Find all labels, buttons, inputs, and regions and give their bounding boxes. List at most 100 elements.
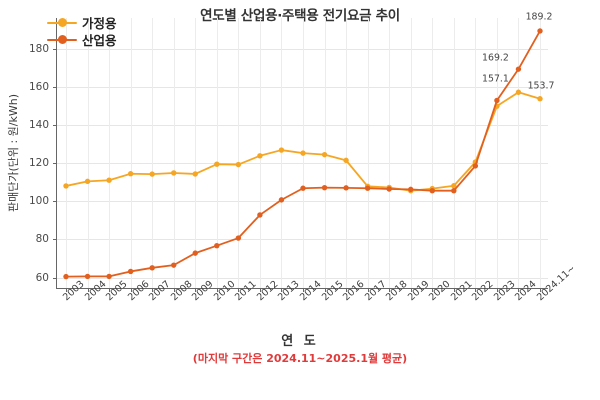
data-point-label: 157.1 bbox=[482, 73, 509, 85]
y-tick-label: 180 bbox=[28, 42, 49, 55]
x-tick-mark bbox=[453, 288, 455, 292]
gridline-horizontal bbox=[57, 201, 548, 203]
gridline-vertical bbox=[475, 18, 477, 288]
x-tick-mark bbox=[152, 288, 154, 292]
series-lines bbox=[63, 28, 543, 280]
data-point bbox=[192, 250, 198, 256]
y-tick-mark bbox=[53, 124, 57, 126]
gridline-horizontal bbox=[57, 163, 548, 165]
series-line bbox=[65, 91, 541, 192]
data-point bbox=[515, 66, 522, 72]
data-point bbox=[257, 212, 263, 218]
gridline-vertical bbox=[173, 18, 175, 288]
data-point bbox=[386, 186, 392, 192]
x-tick-mark bbox=[389, 288, 391, 292]
gridline-vertical bbox=[540, 18, 541, 288]
data-point bbox=[515, 89, 522, 95]
x-tick-mark bbox=[518, 288, 520, 292]
data-point bbox=[451, 183, 457, 189]
gridline-vertical bbox=[367, 18, 369, 288]
legend-label: 가정용 bbox=[82, 16, 117, 31]
data-point bbox=[278, 147, 285, 153]
legend-label: 산업용 bbox=[82, 33, 117, 48]
data-point bbox=[321, 184, 328, 191]
y-tick-label: 80 bbox=[35, 233, 49, 246]
x-tick-mark bbox=[195, 288, 197, 292]
y-tick-mark bbox=[53, 239, 57, 241]
gridlines bbox=[57, 18, 548, 288]
x-tick-mark bbox=[475, 288, 477, 292]
x-tick-mark bbox=[346, 288, 348, 292]
y-tick-mark bbox=[53, 201, 57, 203]
y-tick-label: 140 bbox=[28, 118, 49, 131]
x-tick-mark bbox=[540, 288, 541, 292]
x-tick-mark bbox=[303, 288, 304, 292]
x-tick-mark bbox=[432, 288, 434, 292]
x-tick-mark bbox=[109, 288, 111, 292]
data-point bbox=[235, 161, 242, 168]
data-point bbox=[127, 171, 134, 177]
gridline-horizontal bbox=[57, 124, 548, 126]
x-tick-mark bbox=[173, 288, 175, 292]
x-tick-mark bbox=[238, 288, 240, 292]
data-point bbox=[106, 273, 112, 280]
plot-area: 판매단가(단위 : 원/kWh) bbox=[7, 18, 548, 292]
x-tick-mark bbox=[281, 288, 283, 292]
y-tick-label: 100 bbox=[28, 195, 49, 208]
y-tick-label: 160 bbox=[28, 80, 49, 93]
data-point bbox=[63, 273, 69, 280]
gridline-vertical bbox=[238, 18, 240, 288]
data-point bbox=[171, 262, 177, 268]
gridline-vertical bbox=[259, 18, 261, 288]
data-point bbox=[84, 273, 91, 280]
gridline-vertical bbox=[216, 18, 218, 288]
data-point bbox=[300, 150, 306, 156]
data-point bbox=[343, 157, 349, 164]
data-point bbox=[278, 197, 285, 203]
gridline-horizontal bbox=[57, 86, 548, 88]
gridline-vertical bbox=[87, 18, 89, 288]
legend-item[interactable]: 가정용 bbox=[47, 14, 117, 31]
data-point bbox=[494, 97, 500, 104]
data-point bbox=[300, 185, 306, 191]
data-point bbox=[149, 265, 155, 271]
data-point bbox=[257, 153, 263, 159]
data-point bbox=[127, 268, 134, 275]
data-point bbox=[214, 161, 220, 167]
gridline-vertical bbox=[432, 18, 434, 288]
data-point bbox=[537, 28, 543, 34]
legend-item[interactable]: 산업용 bbox=[47, 31, 117, 48]
data-point-label: 189.2 bbox=[525, 11, 553, 23]
data-point bbox=[343, 185, 349, 191]
x-tick-mark bbox=[367, 288, 369, 292]
chart-title: 연도별 산업용·주택용 전기요금 추이 bbox=[200, 8, 400, 24]
gridline-vertical bbox=[389, 18, 391, 288]
gridline-vertical bbox=[152, 18, 154, 288]
gridline-vertical bbox=[496, 18, 498, 288]
x-tick-mark bbox=[66, 288, 67, 292]
x-tick-mark bbox=[216, 288, 218, 292]
gridline-vertical bbox=[453, 18, 455, 288]
gridline-vertical bbox=[346, 18, 348, 288]
legend-swatch-icon bbox=[47, 33, 77, 47]
x-axis-title: 연 도 bbox=[281, 334, 319, 349]
data-point bbox=[537, 96, 543, 102]
gridline-vertical bbox=[195, 18, 197, 288]
gridline-vertical bbox=[66, 18, 67, 288]
x-tick-mark bbox=[410, 288, 412, 292]
data-point bbox=[364, 185, 371, 191]
gridline-vertical bbox=[281, 18, 283, 288]
y-tick-mark bbox=[53, 163, 57, 165]
gridline-vertical bbox=[410, 18, 412, 288]
y-tick-mark bbox=[53, 48, 57, 50]
data-point bbox=[214, 242, 220, 249]
data-point bbox=[408, 186, 414, 193]
data-point-label: 153.7 bbox=[527, 80, 555, 92]
data-point bbox=[192, 171, 198, 177]
x-tick-mark bbox=[87, 288, 89, 292]
data-point-label: 169.2 bbox=[482, 52, 509, 64]
y-tick-mark bbox=[53, 277, 57, 279]
x-tick-mark bbox=[130, 288, 132, 292]
